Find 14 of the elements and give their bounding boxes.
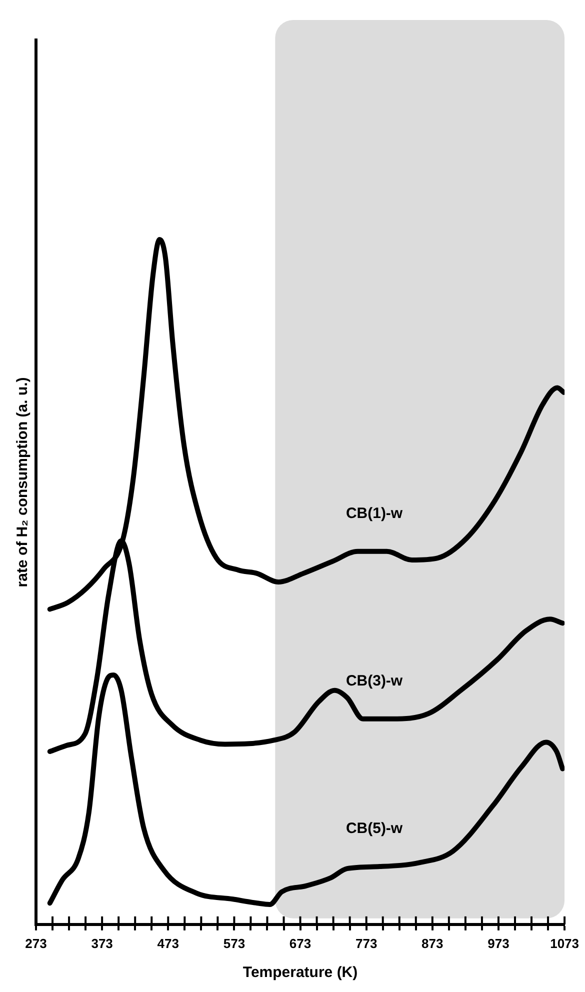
x-tick-label: 873 [422,936,444,951]
y-axis-title: rate of H₂ consumption (a. u.) [14,377,32,588]
x-tick-label: 273 [25,936,47,951]
x-tick-label: 373 [91,936,113,951]
series-label: CB(5)-w [346,820,403,838]
x-tick-label: 473 [157,936,179,951]
x-tick-label: 673 [289,936,312,951]
series-label: CB(3)-w [346,672,403,690]
x-tick-label: 973 [488,936,510,951]
text: CB(1)-w [346,504,403,522]
x-tick-label: 773 [355,936,378,951]
x-axis-title: Temperature (K) [242,964,358,982]
x-tick-label: 1073 [550,936,579,951]
x-tick-label: 573 [223,936,246,951]
